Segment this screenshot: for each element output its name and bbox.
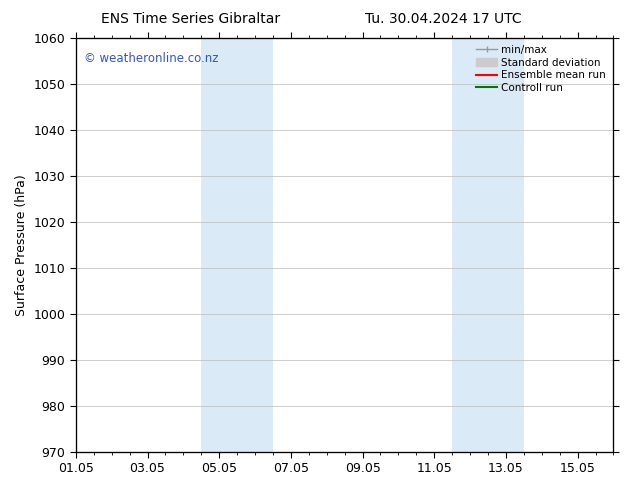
Y-axis label: Surface Pressure (hPa): Surface Pressure (hPa) — [15, 174, 28, 316]
Text: ENS Time Series Gibraltar: ENS Time Series Gibraltar — [101, 12, 280, 26]
Text: © weatheronline.co.nz: © weatheronline.co.nz — [84, 52, 218, 65]
Legend: min/max, Standard deviation, Ensemble mean run, Controll run: min/max, Standard deviation, Ensemble me… — [474, 43, 608, 95]
Text: Tu. 30.04.2024 17 UTC: Tu. 30.04.2024 17 UTC — [365, 12, 522, 26]
Bar — [201, 38, 273, 452]
Bar — [452, 38, 524, 452]
